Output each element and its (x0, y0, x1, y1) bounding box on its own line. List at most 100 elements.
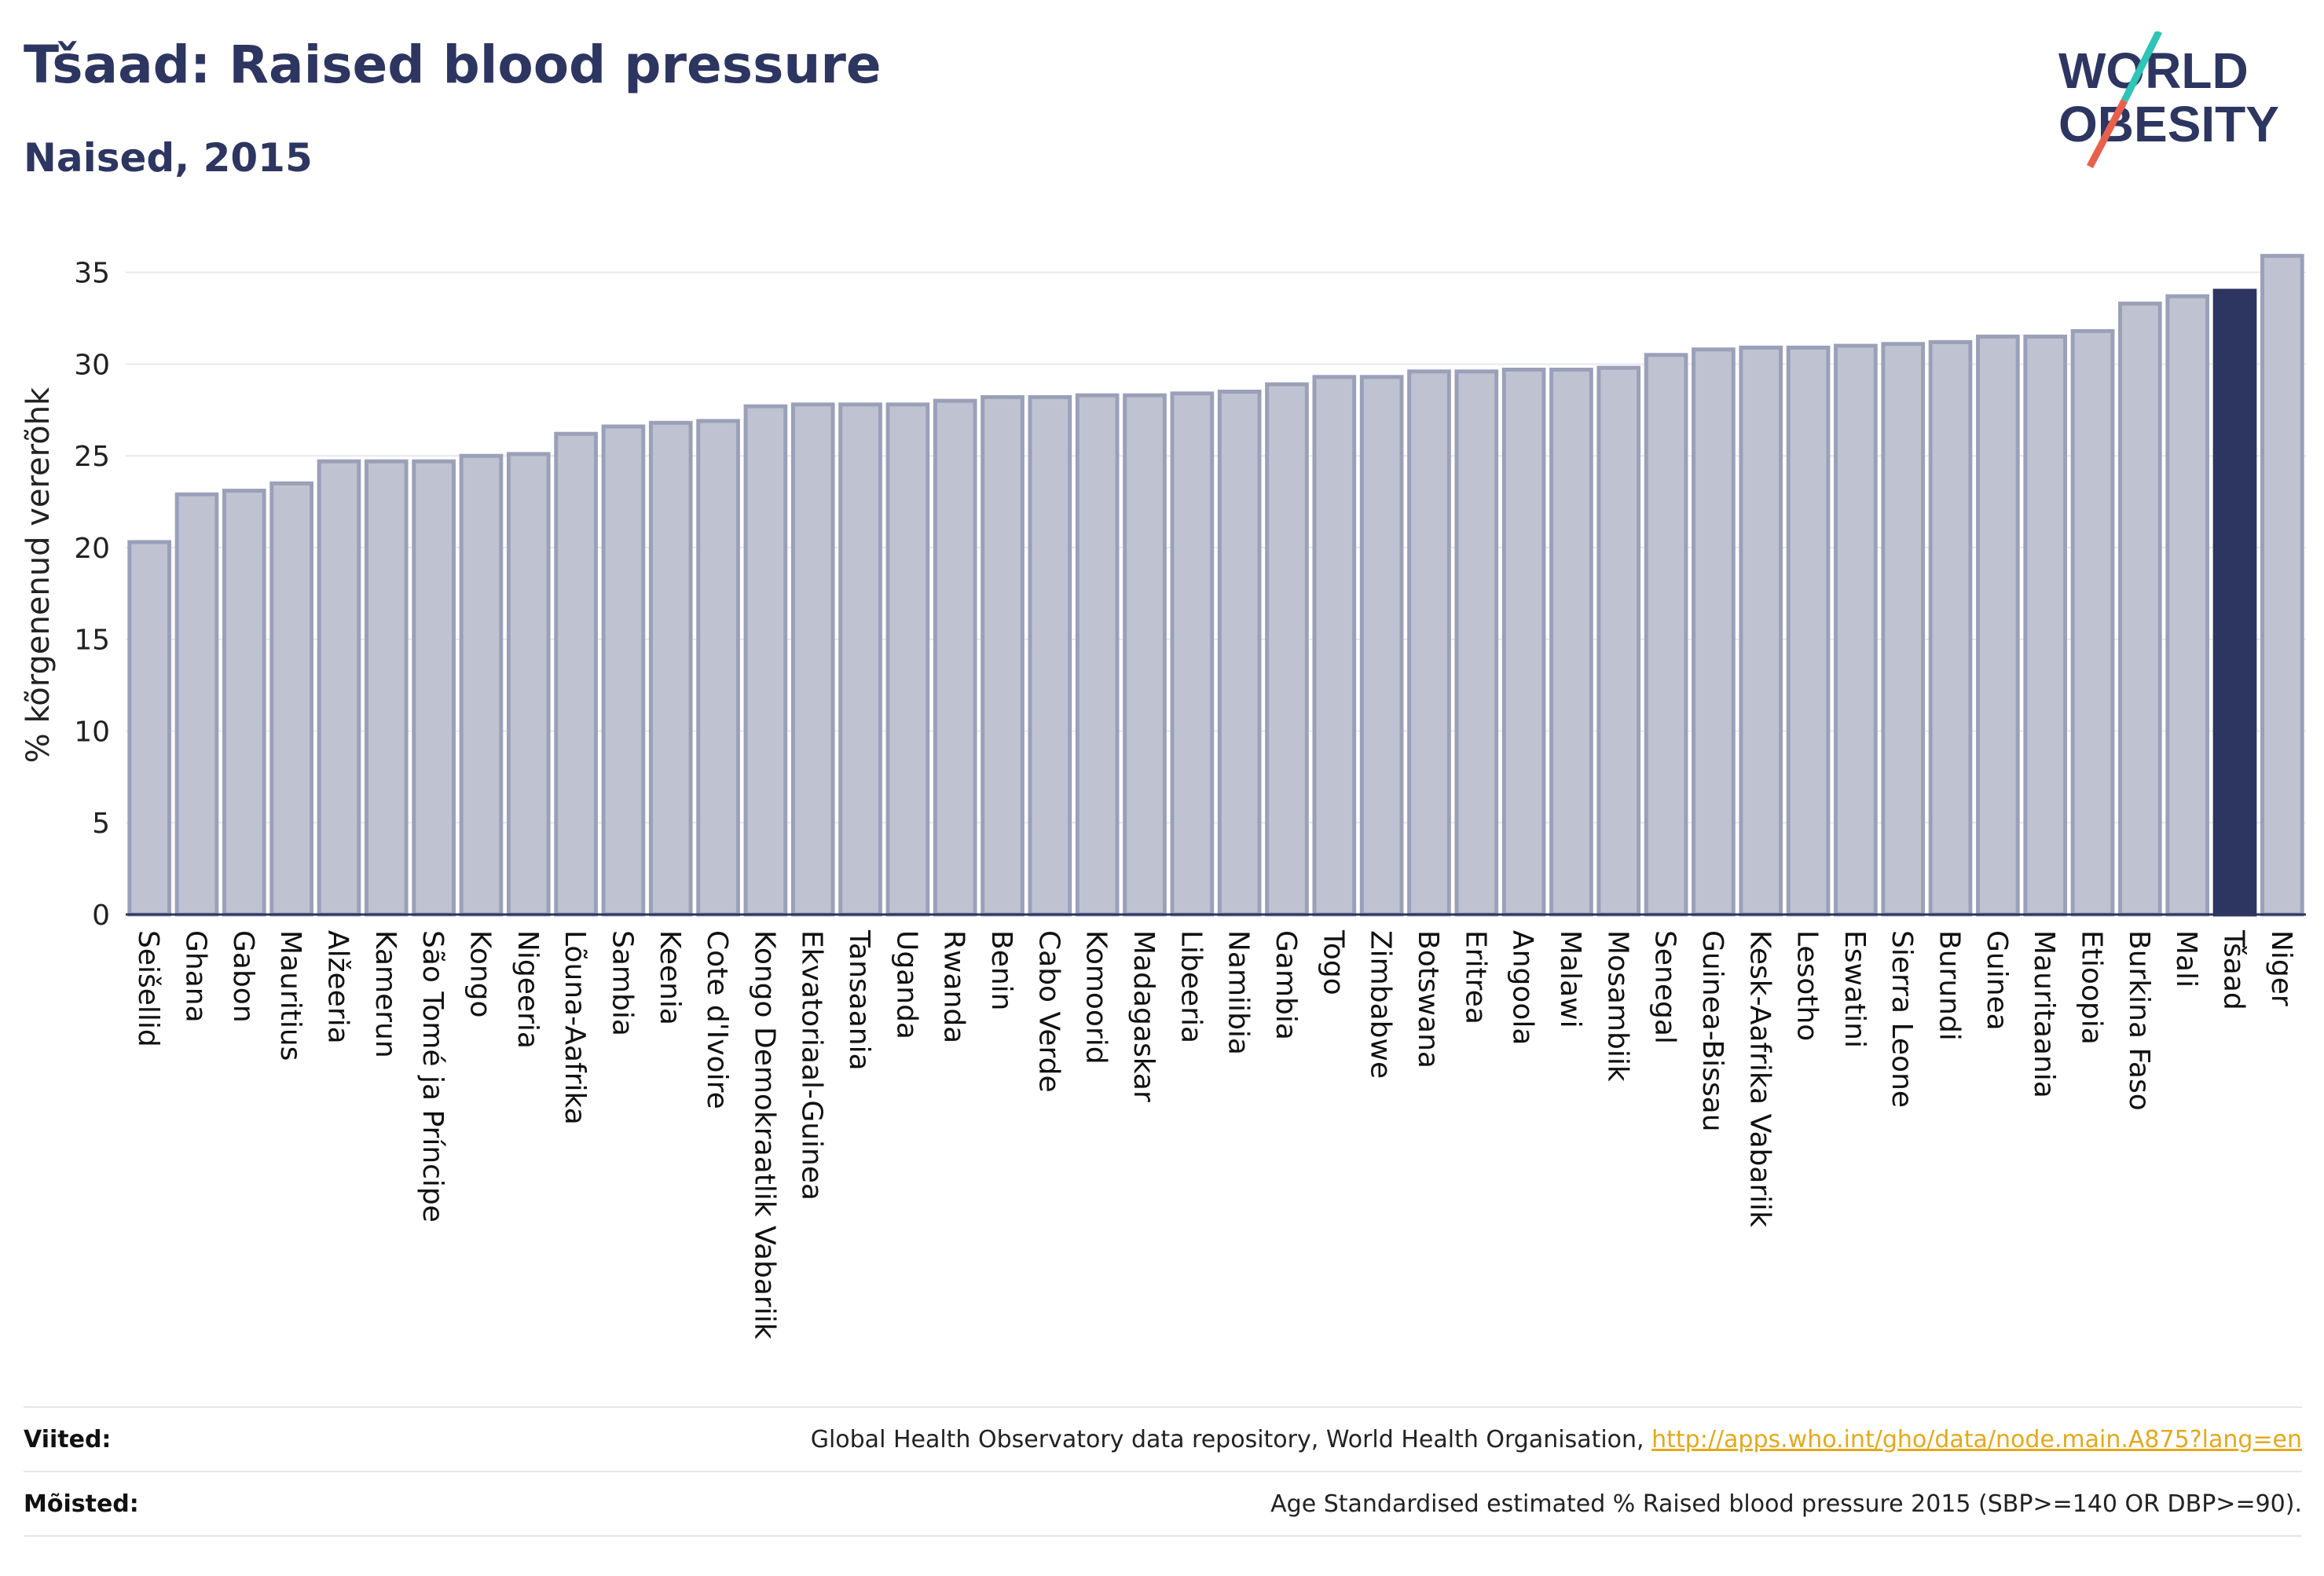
x-tick-label: Benin (985, 930, 1017, 1010)
x-tick-label: Sierra Leone (1886, 930, 1918, 1108)
bar (317, 459, 361, 917)
bar (174, 492, 219, 917)
sources-text: Global Health Observatory data repositor… (810, 1425, 1644, 1453)
bar (1454, 369, 1499, 917)
world-obesity-logo: WORLD OBESITY (2058, 31, 2279, 169)
bar (1786, 345, 1831, 917)
bar (696, 419, 740, 917)
y-axis-label: % kõrgenenud vererõhk (20, 387, 57, 763)
x-tick-label: Mauritaania (2028, 930, 2060, 1098)
definitions-label: Mõisted: (24, 1490, 139, 1518)
bar (2070, 328, 2115, 917)
x-tick-label: Mauritius (274, 930, 306, 1061)
x-tick-label: Tansaania (843, 929, 875, 1071)
x-tick-label: Kongo (464, 930, 496, 1018)
x-tick-label: Ghana (179, 930, 211, 1023)
x-tick-label: Angoola (1507, 930, 1539, 1045)
logo-slash-teal (2121, 31, 2163, 103)
bar (1881, 342, 1926, 917)
x-tick-label: Tšaad (2218, 929, 2250, 1010)
bar (1976, 334, 2020, 917)
x-tick-label: Mali (2170, 930, 2202, 988)
bar (1075, 393, 1120, 917)
x-tick-label: Burundi (1934, 930, 1966, 1041)
x-tick-label: Burkina Faso (2123, 930, 2155, 1111)
bar (1501, 367, 1546, 917)
bar (1596, 365, 1641, 917)
bar (2260, 254, 2304, 917)
bar (506, 452, 551, 917)
bar (1692, 347, 1736, 917)
y-tick-label: 15 (74, 625, 110, 657)
chart-title: Tšaad: Raised blood pressure (24, 35, 882, 95)
logo-slash-red (2087, 98, 2128, 169)
bar (554, 431, 598, 917)
x-tick-label: Lõuna-Aafrika (559, 930, 591, 1125)
bar (601, 424, 646, 917)
y-tick-label: 10 (74, 716, 110, 748)
x-tick-label: Sambia (606, 930, 638, 1036)
bar (743, 404, 788, 917)
bar (1123, 393, 1167, 917)
x-tick-label: Guinea (1981, 930, 2013, 1031)
x-tick-label: Mosambiik (1601, 930, 1633, 1082)
x-tick-label: Eswatini (1838, 930, 1871, 1048)
x-tick-label: Ekvatoriaal-Guinea (796, 930, 828, 1200)
x-tick-label: Kamerun (369, 930, 401, 1058)
sources-row: Viited: Global Health Observatory data r… (24, 1406, 2302, 1471)
x-tick-label: Lesotho (1791, 930, 1824, 1041)
y-tick-label: 35 (74, 258, 110, 290)
y-tick-label: 0 (92, 900, 110, 932)
bar (2023, 334, 2068, 917)
logo-line1: WORLD (2058, 42, 2249, 99)
x-tick-label: Keenia (654, 930, 686, 1025)
x-tick-label: Guinea-Bissau (1696, 930, 1728, 1132)
x-tick-label: Komoorid (1080, 930, 1113, 1065)
x-tick-label: Alžeeria (321, 930, 354, 1044)
x-tick-label: Kongo Demokraatlik Vabariik (748, 930, 780, 1340)
x-tick-label: Seišellid (132, 930, 164, 1047)
bar (364, 459, 409, 917)
bar (1834, 343, 1878, 917)
bar (2165, 294, 2210, 917)
bar (1217, 389, 1262, 917)
bar (1312, 375, 1357, 917)
bar (1359, 375, 1404, 917)
bar (127, 540, 171, 917)
bar (2118, 301, 2162, 917)
bar (269, 481, 313, 917)
bar (1028, 394, 1072, 917)
x-tick-label: Senegal (1649, 930, 1681, 1044)
y-tick-label: 20 (74, 533, 110, 565)
x-tick-label: Madagaskar (1127, 930, 1160, 1102)
y-tick-label: 30 (74, 349, 110, 381)
x-tick-label: Cabo Verde (1032, 930, 1065, 1093)
bar (838, 402, 882, 917)
x-tick-label: Uganda (890, 930, 922, 1039)
x-tick-label: Nigeeria (511, 930, 544, 1049)
bar (1928, 339, 1973, 917)
y-tick-label: 5 (92, 808, 110, 840)
bar (222, 489, 266, 917)
sources-link[interactable]: http://apps.who.int/gho/data/node.main.A… (1651, 1425, 2302, 1453)
logo-line2: OBESITY (2058, 96, 2279, 152)
bar (1170, 391, 1215, 917)
bar (933, 398, 977, 917)
bar (790, 402, 835, 917)
bar (459, 453, 504, 917)
bar (2212, 288, 2257, 917)
x-tick-label: Togo (1317, 929, 1349, 995)
bar-chart: 0 5 10 15 20 25 30 35 % kõrgenenud vererõhk Seiše… (20, 254, 2306, 1340)
x-tick-label: Malawi (1554, 930, 1586, 1028)
chart-subtitle: Naised, 2015 (24, 135, 313, 181)
bar (1407, 369, 1451, 917)
bar (648, 420, 693, 917)
x-tick-label: Gambia (1270, 930, 1302, 1040)
bar (1644, 353, 1688, 917)
definitions-row: Mõisted: Age Standardised estimated % Ra… (24, 1471, 2302, 1537)
x-tick-label: Libeeria (1175, 930, 1207, 1043)
bar (981, 394, 1025, 917)
x-tick-label: Rwanda (938, 930, 970, 1043)
sources-label: Viited: (24, 1425, 112, 1453)
x-tick-label: Etioopia (2076, 930, 2108, 1045)
